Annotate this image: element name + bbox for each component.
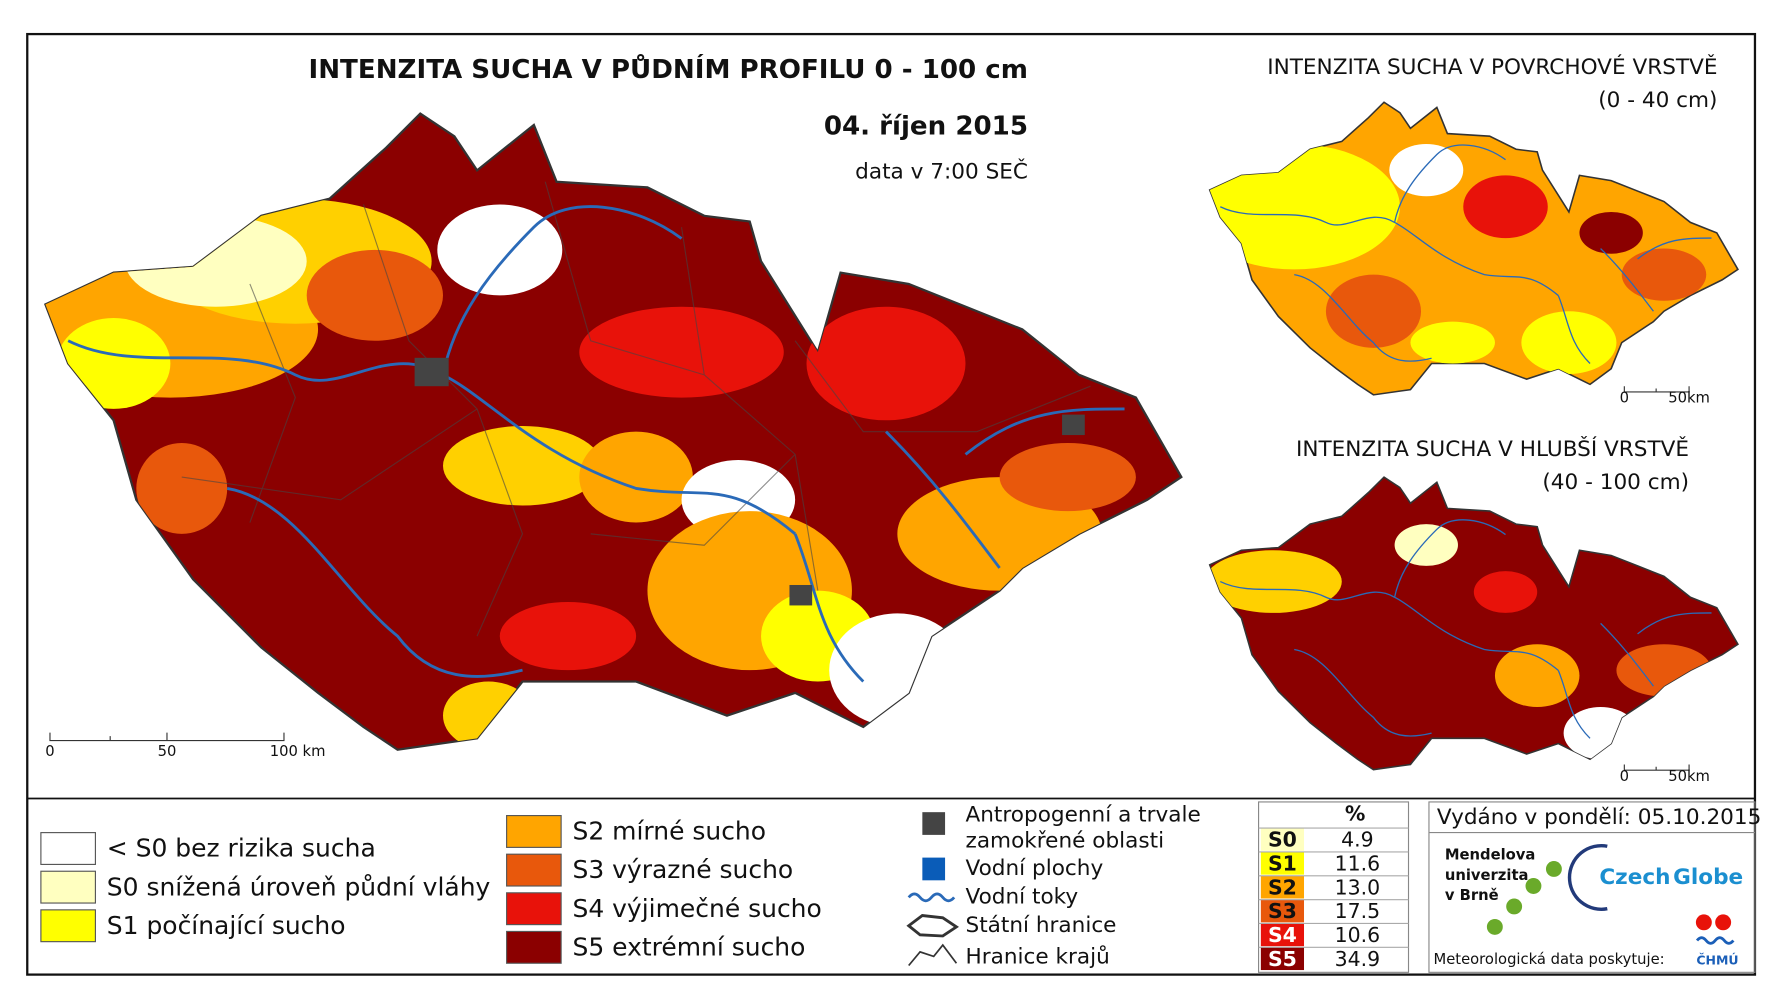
main-time: data v 7:00 SEČ bbox=[855, 159, 1028, 185]
legend-swatch bbox=[506, 892, 562, 926]
legend-swatch bbox=[40, 909, 96, 943]
legend-swatch bbox=[40, 870, 96, 904]
czechglobe-logo: Czech Globe bbox=[1567, 844, 1743, 911]
table-header: % bbox=[1345, 801, 1365, 825]
scale-label: 50 bbox=[158, 743, 177, 760]
logo-text: v Brně bbox=[1445, 887, 1499, 904]
symbol-label: Vodní toky bbox=[966, 884, 1079, 909]
scale-label: 0 bbox=[1620, 768, 1629, 785]
table-class-cell bbox=[1260, 875, 1305, 899]
table-class: S4 bbox=[1268, 923, 1297, 947]
symbol-label: Antropogenní a trvale bbox=[966, 803, 1201, 828]
provider: Meteorologická data poskytuje: bbox=[1434, 951, 1665, 968]
table-class-cell bbox=[1260, 828, 1305, 851]
scale-label: 0 bbox=[1620, 390, 1629, 407]
info-box bbox=[1428, 801, 1756, 973]
main-title: INTENZITA SUCHA V PŮDNÍM PROFILU 0 - 100… bbox=[308, 52, 1028, 85]
legend-label: S5 extrémní sucho bbox=[572, 932, 805, 961]
symbol-label: Vodní plochy bbox=[966, 856, 1104, 881]
main-scale-bar: 0 50 100 km bbox=[45, 732, 326, 760]
symbol-label: Státní hranice bbox=[966, 913, 1117, 938]
scale-label: 100 km bbox=[270, 743, 326, 760]
legend-label: S3 výrazné sucho bbox=[572, 855, 793, 884]
legend: < S0 bez rizika sucha S0 snížená úroveň p… bbox=[40, 815, 822, 964]
logo-text: Czech bbox=[1599, 865, 1670, 890]
table-class-cell bbox=[1260, 851, 1305, 875]
legend-swatch bbox=[506, 815, 562, 848]
table-class: S3 bbox=[1268, 899, 1297, 923]
table-class-cell bbox=[1260, 923, 1305, 947]
legend-label: < S0 bez rizika sucha bbox=[107, 834, 376, 863]
table-class-cell bbox=[1260, 947, 1305, 971]
table-value: 34.9 bbox=[1335, 947, 1381, 971]
percent-table: % S0 4.9 S1 11.6 S2 13.0 S3 17.5 S4 10.6 S5 34.9 bbox=[1258, 801, 1410, 973]
inset-subtitle: (40 - 100 cm) bbox=[1542, 470, 1689, 495]
legend-swatch bbox=[40, 832, 96, 865]
table-value: 10.6 bbox=[1335, 923, 1381, 947]
legend-label: S0 snížená úroveň půdní vláhy bbox=[107, 872, 491, 901]
main-date: 04. říjen 2015 bbox=[824, 112, 1028, 142]
inset-title: INTENZITA SUCHA V POVRCHOVÉ VRSTVĚ bbox=[1267, 54, 1717, 80]
table-class-cell bbox=[1260, 899, 1305, 923]
scale-label: 0 bbox=[45, 743, 54, 760]
table-value: 4.9 bbox=[1341, 828, 1374, 852]
inset-subtitle: (0 - 40 cm) bbox=[1598, 88, 1717, 113]
legend-label: S4 výjimečné sucho bbox=[572, 894, 821, 923]
issued: Vydáno v pondělí: 05.10.2015 bbox=[1437, 805, 1761, 830]
chmu-logo: ČHMÚ bbox=[1695, 914, 1739, 967]
inset-deep-map bbox=[1208, 476, 1739, 771]
symbol-legend: Antropogenní a trvale zamokřené oblasti … bbox=[906, 803, 1201, 970]
legend-label: S2 mírné sucho bbox=[572, 817, 766, 846]
inset-title: INTENZITA SUCHA V HLUBŠÍ VRSTVĚ bbox=[1296, 436, 1689, 462]
logo-text: ČHMÚ bbox=[1696, 952, 1738, 967]
symbol-label: zamokřené oblasti bbox=[966, 829, 1165, 854]
legend-swatch bbox=[506, 853, 562, 887]
table-class: S0 bbox=[1268, 828, 1297, 852]
table-class: S2 bbox=[1268, 875, 1297, 899]
symbol-label: Hranice krajů bbox=[966, 945, 1110, 970]
mendel-logo: Mendelova univerzita v Brně bbox=[1445, 846, 1562, 935]
inset-scale-bar bbox=[1623, 764, 1690, 771]
logo-text: Mendelova bbox=[1445, 846, 1536, 863]
logo-text: Globe bbox=[1673, 865, 1743, 890]
logo-text: univerzita bbox=[1445, 867, 1529, 884]
table-class: S5 bbox=[1268, 947, 1297, 971]
legend-swatch bbox=[506, 930, 562, 964]
legend-label: S1 počínající sucho bbox=[107, 911, 346, 940]
inset-surface-map bbox=[1208, 101, 1739, 396]
scale-label: 50km bbox=[1668, 390, 1710, 407]
inset-scale-bar bbox=[1623, 386, 1690, 393]
table-class: S1 bbox=[1268, 851, 1297, 875]
table-value: 13.0 bbox=[1335, 875, 1381, 899]
table-value: 17.5 bbox=[1335, 899, 1381, 923]
scale-label: 50km bbox=[1668, 768, 1710, 785]
table-value: 11.6 bbox=[1335, 851, 1381, 875]
